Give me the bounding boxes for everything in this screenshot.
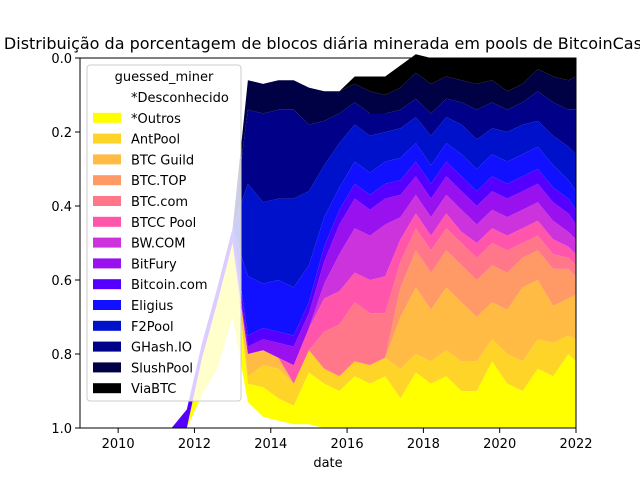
area-series-8 xyxy=(80,176,576,428)
legend-swatch xyxy=(93,279,121,290)
legend-swatch xyxy=(93,320,121,331)
area-series-11 xyxy=(80,117,576,428)
x-axis-label: date xyxy=(313,456,342,471)
legend-entry: Bitcoin.com xyxy=(131,278,207,293)
legend-entry: F2Pool xyxy=(131,320,174,335)
legend-entry: BTCC Pool xyxy=(131,216,196,231)
x-tick-label: 2020 xyxy=(483,437,516,452)
y-tick-label: 0.6 xyxy=(51,274,72,289)
legend-swatch xyxy=(93,154,121,165)
x-axis: 2010 2012 2014 2016 2018 2020 2022 xyxy=(102,428,593,452)
x-tick-label: 2018 xyxy=(407,437,440,452)
legend-entry: ViaBTC xyxy=(131,382,176,397)
x-tick-label: 2016 xyxy=(331,437,364,452)
legend-box xyxy=(86,64,242,402)
area-series-5 xyxy=(80,228,576,428)
x-tick-label: 2012 xyxy=(178,437,211,452)
legend-entry: BW.COM xyxy=(131,237,185,252)
legend-swatch xyxy=(93,237,121,248)
legend-swatch xyxy=(93,216,121,227)
legend-entry: BTC.TOP xyxy=(131,174,186,189)
legend-swatch xyxy=(93,133,121,144)
area-series-12 xyxy=(80,91,576,429)
legend-entry: BTC Guild xyxy=(131,153,194,168)
y-tick-label: 1.0 xyxy=(51,422,72,437)
area-series-9 xyxy=(80,161,576,428)
area-series-2 xyxy=(80,243,576,428)
legend-swatch xyxy=(93,112,121,123)
legend-entry: *Desconhecido xyxy=(131,91,229,106)
x-tick-label: 2022 xyxy=(559,437,592,452)
legend-entry: SlushPool xyxy=(131,361,193,376)
legend-entry: BTC.com xyxy=(131,195,188,210)
chart-title: Distribuição da porcentagem de blocos di… xyxy=(4,34,640,53)
area-series-6 xyxy=(80,213,576,428)
legend-swatch xyxy=(93,341,121,352)
area-series-3 xyxy=(80,243,576,428)
y-axis: 0.0 0.2 0.4 0.6 0.8 1.0 xyxy=(51,52,80,437)
legend-swatch xyxy=(93,362,121,373)
legend-entry: GHash.IO xyxy=(131,341,192,356)
legend-entry: Eligius xyxy=(131,299,174,314)
y-tick-label: 0.4 xyxy=(51,200,72,215)
legend-entry: AntPool xyxy=(131,133,180,148)
y-tick-label: 0.2 xyxy=(51,126,72,141)
y-tick-label: 0.8 xyxy=(51,348,72,363)
legend-entry: BitFury xyxy=(131,257,177,272)
legend-swatch xyxy=(93,383,121,394)
plot-frame xyxy=(79,57,577,429)
y-tick-label: 0.0 xyxy=(51,52,72,67)
x-tick-label: 2010 xyxy=(102,437,135,452)
x-tick-label: 2014 xyxy=(254,437,287,452)
area-series-7 xyxy=(80,194,576,428)
legend-title: guessed_miner xyxy=(115,70,214,85)
legend-swatch xyxy=(93,300,121,310)
legend-swatch xyxy=(93,92,121,102)
area-series-10 xyxy=(80,143,576,428)
area-series-4 xyxy=(80,243,576,428)
legend-swatch xyxy=(93,175,121,186)
legend: guessed_miner *Desconhecido *Outros AntPool… xyxy=(86,64,242,402)
legend-swatch xyxy=(93,258,121,269)
legend-swatch xyxy=(93,196,121,206)
legend-entry: *Outros xyxy=(131,112,181,127)
